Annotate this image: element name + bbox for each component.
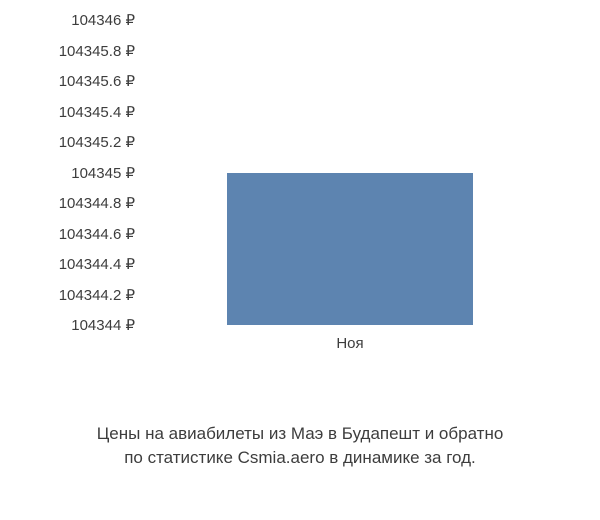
y-tick-label: 104344.6 ₽: [59, 225, 135, 243]
y-tick-label: 104346 ₽: [71, 11, 135, 29]
y-tick-label: 104344 ₽: [71, 316, 135, 334]
caption-line-2: по статистике Csmia.aero в динамике за г…: [124, 448, 476, 467]
y-tick-label: 104345.6 ₽: [59, 72, 135, 90]
caption-line-1: Цены на авиабилеты из Маэ в Будапешт и о…: [97, 424, 504, 443]
x-axis: Ноя: [145, 330, 555, 360]
y-axis: 104346 ₽104345.8 ₽104345.6 ₽104345.4 ₽10…: [0, 20, 140, 325]
y-tick-label: 104345.8 ₽: [59, 42, 135, 60]
x-tick-label: Ноя: [336, 335, 363, 352]
y-tick-label: 104345 ₽: [71, 164, 135, 182]
plot-area: [145, 20, 555, 325]
chart-caption: Цены на авиабилеты из Маэ в Будапешт и о…: [0, 422, 600, 470]
y-tick-label: 104344.8 ₽: [59, 194, 135, 212]
y-tick-label: 104344.4 ₽: [59, 255, 135, 273]
bar-chart: 104346 ₽104345.8 ₽104345.6 ₽104345.4 ₽10…: [0, 20, 600, 350]
y-tick-label: 104345.4 ₽: [59, 103, 135, 121]
y-tick-label: 104344.2 ₽: [59, 286, 135, 304]
y-tick-label: 104345.2 ₽: [59, 133, 135, 151]
bar: [227, 173, 473, 326]
